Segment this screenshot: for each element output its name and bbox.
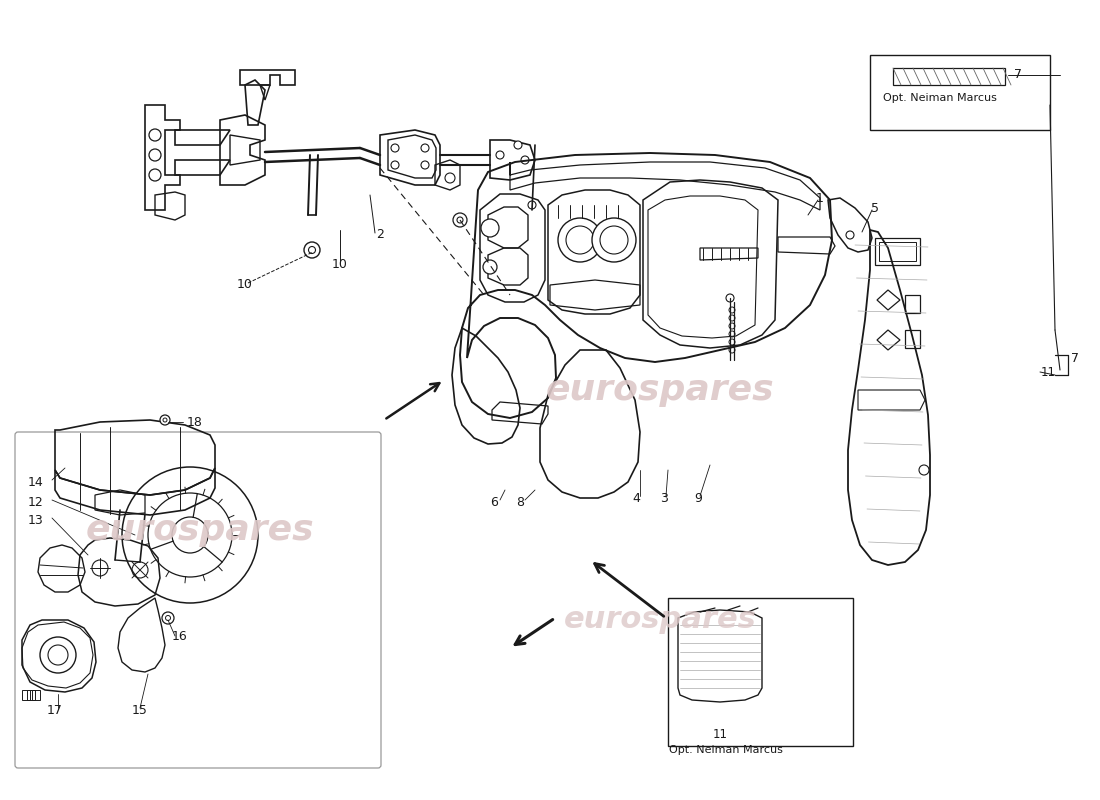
Circle shape [566,226,594,254]
Circle shape [726,294,734,302]
Circle shape [160,415,170,425]
Circle shape [148,169,161,181]
Text: eurospares: eurospares [546,373,774,407]
Circle shape [148,149,161,161]
Text: 9: 9 [694,491,702,505]
Text: 13: 13 [28,514,44,526]
Circle shape [483,260,497,274]
Circle shape [592,218,636,262]
Text: Opt. Neiman Marcus: Opt. Neiman Marcus [883,93,997,103]
Circle shape [308,246,316,254]
Text: 14: 14 [28,475,44,489]
Circle shape [558,218,602,262]
Text: Opt. Neiman Marcus: Opt. Neiman Marcus [669,745,783,755]
Circle shape [390,161,399,169]
Text: 15: 15 [132,703,147,717]
Circle shape [846,231,854,239]
Text: 3: 3 [660,491,668,505]
Text: eurospares: eurospares [563,606,757,634]
Text: 12: 12 [28,495,44,509]
Bar [668,598,852,746]
Text: 4: 4 [632,491,640,505]
Text: 10: 10 [238,278,253,291]
Circle shape [600,226,628,254]
Circle shape [456,217,463,223]
Text: 7: 7 [1014,69,1022,82]
Text: 10: 10 [332,258,348,271]
Circle shape [304,242,320,258]
Circle shape [481,219,499,237]
Text: 11: 11 [1041,366,1056,378]
Circle shape [390,144,399,152]
Text: 5: 5 [871,202,879,214]
Circle shape [446,173,455,183]
Circle shape [165,615,170,621]
Circle shape [453,213,468,227]
Text: 8: 8 [516,495,524,509]
Circle shape [421,144,429,152]
Circle shape [163,418,167,422]
Text: 2: 2 [376,229,384,242]
Circle shape [496,151,504,159]
Text: 17: 17 [47,703,63,717]
Text: 7: 7 [1071,351,1079,365]
Text: eurospares: eurospares [86,513,315,547]
Text: 6: 6 [491,495,498,509]
Circle shape [521,156,529,164]
Circle shape [148,129,161,141]
Text: 18: 18 [187,415,202,429]
Circle shape [528,201,536,209]
Circle shape [162,612,174,624]
Circle shape [421,161,429,169]
Text: 16: 16 [172,630,188,642]
Text: 11: 11 [713,729,727,742]
Text: 1: 1 [816,191,824,205]
Bar [870,55,1050,130]
Circle shape [514,141,522,149]
Circle shape [918,465,930,475]
